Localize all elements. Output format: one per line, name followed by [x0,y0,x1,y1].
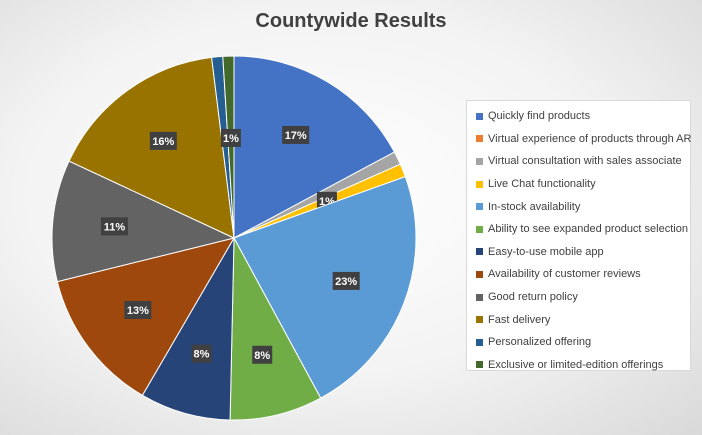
legend-label: Fast delivery [488,313,551,326]
pie-slice [233,176,417,399]
legend-swatch [476,293,483,301]
data-label: 1% [220,128,241,147]
legend-swatch [476,203,483,211]
pie-slice [51,160,236,283]
legend-swatch [476,316,483,324]
svg-text:11%: 11% [104,221,126,233]
legend-item: Live Chat functionality [476,173,690,196]
data-label: 23% [332,271,360,290]
legend-item: Fast delivery [476,308,690,331]
pie-slice [229,236,322,421]
legend-label: Virtual experience of products through A… [488,132,692,145]
legend-item: Easy-to-use mobile app [476,241,690,264]
svg-text:8%: 8% [193,349,209,361]
legend-label: Ability to see expanded product selectio… [488,223,688,236]
legend-item: Availability of customer reviews [476,263,690,286]
legend-item: Virtual experience of products through A… [476,128,692,151]
svg-text:13%: 13% [127,305,149,317]
legend-label: Personalized offering [488,336,592,349]
data-label: 11% [100,217,128,236]
svg-text:8%: 8% [254,350,270,362]
legend-label: Live Chat functionality [488,178,596,191]
legend-item: Ability to see expanded product selectio… [476,218,690,241]
data-label: 13% [124,301,152,320]
legend-swatch [476,270,483,278]
data-label: 8% [191,344,212,363]
legend-swatch [476,180,483,188]
legend-item: In-stock availability [476,195,690,218]
legend-label: Exclusive or limited-edition offerings [488,358,664,371]
legend-swatch [476,361,483,369]
legend-item: Virtual consultation with sales associat… [476,150,690,173]
pie-slice [233,55,396,239]
legend-label: Easy-to-use mobile app [488,245,604,258]
svg-text:16%: 16% [152,136,174,148]
legend-swatch [476,248,483,256]
data-label: 17% [282,125,310,144]
chart-title: Countywide Results [255,10,447,32]
legend-label: Good return policy [488,291,578,304]
legend-swatch [476,338,483,346]
legend-label: Quickly find products [488,110,591,123]
legend-item: Quickly find products [476,105,690,128]
legend-swatch [476,157,483,165]
legend-swatch [476,135,483,143]
svg-text:1%: 1% [223,133,239,145]
pie-slice [222,55,235,239]
legend: Quickly find products Virtual experience … [466,100,691,371]
legend-item: Exclusive or limited-edition offerings [476,354,690,377]
data-label: 8% [252,345,273,364]
svg-text:23%: 23% [335,276,357,288]
legend-label: Availability of customer reviews [488,268,641,281]
legend-swatch [476,225,483,233]
legend-label: In-stock availability [488,200,581,213]
legend-swatch [476,112,483,120]
svg-text:17%: 17% [285,130,307,142]
data-label: 16% [149,131,177,150]
legend-item: Personalized offering [476,331,690,354]
pie-slice [141,236,235,421]
legend-label: Virtual consultation with sales associat… [488,155,682,168]
legend-item: Good return policy [476,286,690,309]
